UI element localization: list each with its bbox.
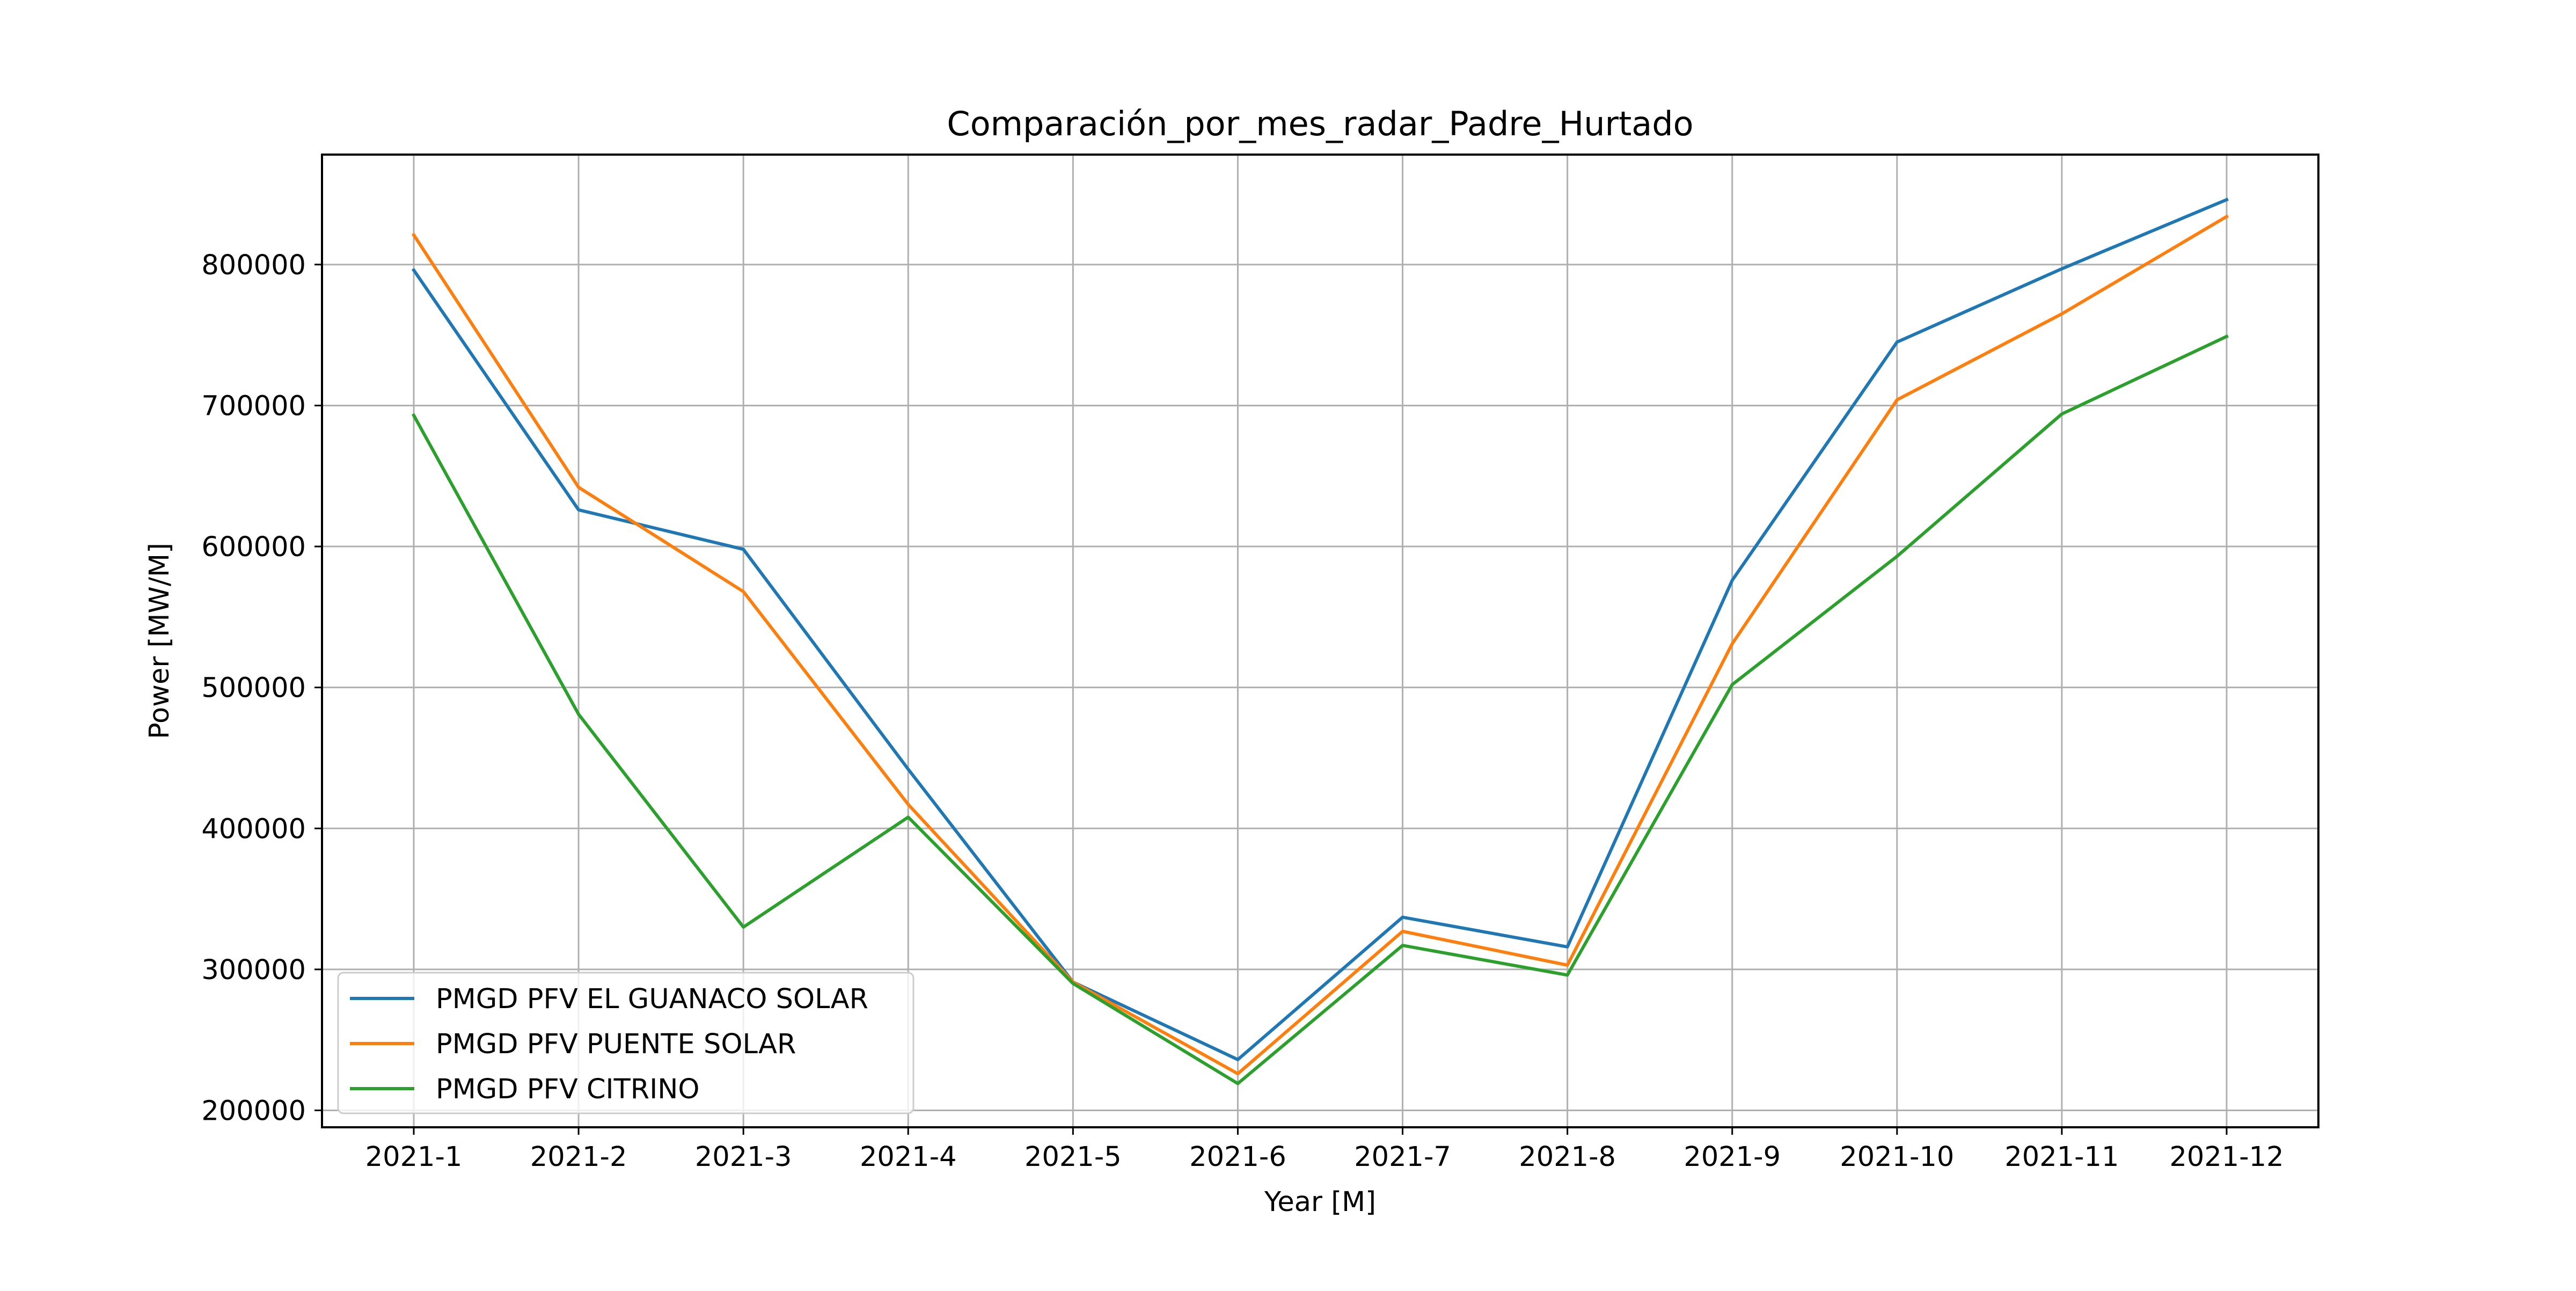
x-tick-label: 2021-4	[860, 1141, 957, 1173]
y-axis: 200000 300000 400000 500000 600000 700000 8000…	[201, 250, 322, 1127]
series-line-1	[411, 198, 2229, 1061]
y-tick-label: 600000	[201, 531, 306, 563]
legend: PMGD PFV EL GUANACO SOLAR PMGD PFV PUENTE…	[337, 972, 914, 1114]
series-line-2	[411, 214, 2229, 1076]
y-tick-label: 800000	[201, 250, 306, 281]
x-axis: 2021-1 2021-2 2021-3 2021-4 2021-5 2021-6 2021…	[365, 1127, 2284, 1173]
x-tick-label: 2021-10	[1840, 1141, 1954, 1173]
x-tick-label: 2021-9	[1684, 1141, 1781, 1173]
x-tick-label: 2021-12	[2169, 1141, 2284, 1173]
legend-label: PMGD PFV EL GUANACO SOLAR	[436, 983, 868, 1015]
x-tick-label: 2021-5	[1024, 1141, 1122, 1173]
x-tick-label: 2021-6	[1189, 1141, 1286, 1173]
series-line-3	[411, 334, 2229, 1085]
x-tick-label: 2021-3	[695, 1141, 792, 1173]
y-axis-title: Power [MW/M]	[144, 543, 175, 739]
legend-label: PMGD PFV PUENTE SOLAR	[436, 1029, 796, 1060]
y-tick-label: 200000	[201, 1095, 306, 1127]
x-axis-title: Year [M]	[1264, 1186, 1376, 1218]
chart-title: Comparación_por_mes_radar_Padre_Hurtado	[947, 104, 1693, 143]
y-tick-label: 400000	[201, 813, 306, 845]
legend-box	[337, 972, 914, 1114]
x-tick-label: 2021-2	[530, 1141, 627, 1173]
x-tick-label: 2021-1	[365, 1141, 463, 1173]
grid	[322, 155, 2318, 1127]
x-tick-label: 2021-11	[2004, 1141, 2119, 1173]
y-tick-label: 300000	[201, 954, 306, 986]
y-tick-label: 700000	[201, 390, 306, 422]
x-tick-label: 2021-7	[1354, 1141, 1451, 1173]
series-lines	[411, 198, 2229, 1085]
y-tick-label: 500000	[201, 673, 306, 704]
x-tick-label: 2021-8	[1519, 1141, 1616, 1173]
plot-frame	[321, 154, 2319, 1128]
legend-label: PMGD PFV CITRINO	[436, 1074, 700, 1105]
